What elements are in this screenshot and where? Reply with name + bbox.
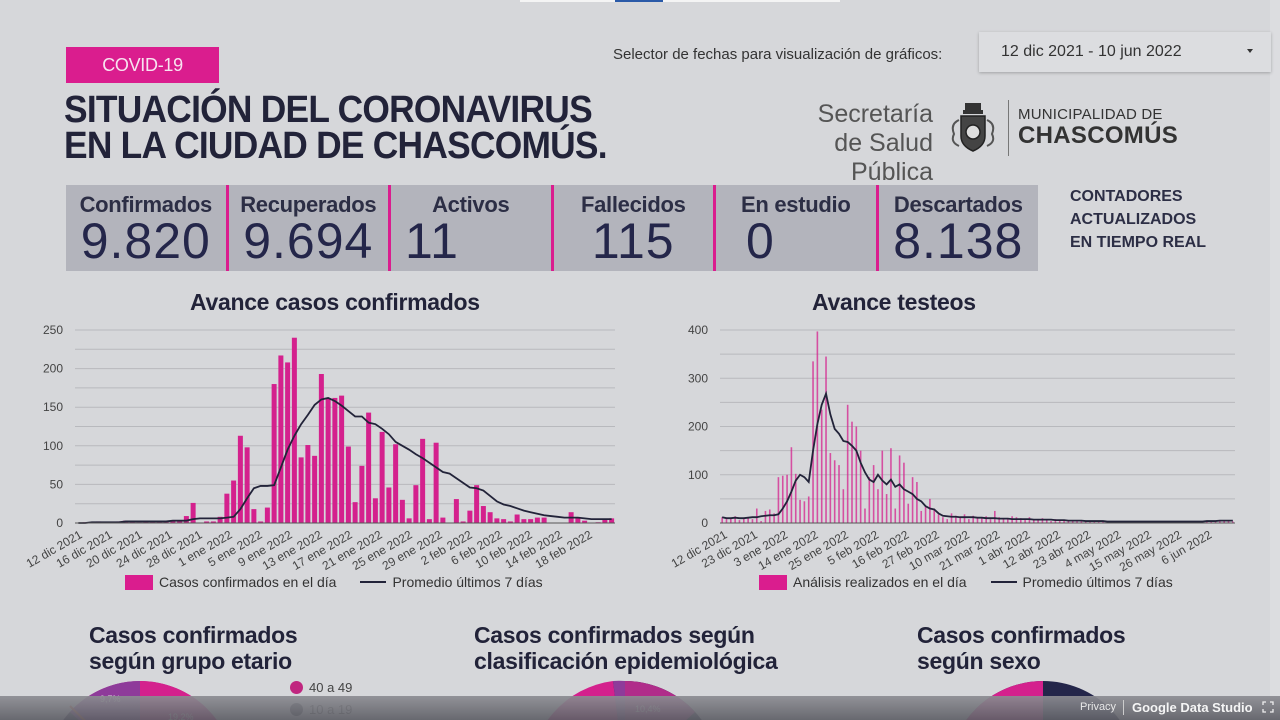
legend-line-label: Promedio últimos 7 días <box>392 574 543 590</box>
svg-text:200: 200 <box>43 362 63 376</box>
counter-value: 11 <box>405 213 459 269</box>
counter-label: Descartados <box>893 192 1023 217</box>
footer-divider <box>1123 700 1124 715</box>
page-title-line2: EN LA CIUDAD DE CHASCOMÚS. <box>64 125 608 167</box>
counter-confirmados: Confirmados 9.820 <box>66 185 226 271</box>
active-page-tab[interactable] <box>615 0 663 2</box>
fullscreen-icon[interactable] <box>1262 701 1274 713</box>
privacy-link[interactable]: Privacy <box>1080 701 1117 713</box>
counter-label: Fallecidos <box>580 192 686 217</box>
date-range-selector[interactable]: 12 dic 2021 - 10 jun 2022 <box>979 32 1271 72</box>
svg-text:100: 100 <box>688 468 708 482</box>
date-selector-label: Selector de fechas para visualización de… <box>613 46 943 63</box>
sex-title-line1: Casos confirmados <box>917 622 1126 648</box>
sex-title: Casos confirmados según sexo <box>917 622 1126 674</box>
counter-fallecidos: Fallecidos 115 <box>550 185 714 271</box>
svg-text:0: 0 <box>701 516 708 530</box>
counter-label: Activos <box>432 192 510 217</box>
svg-text:200: 200 <box>688 420 708 434</box>
counter-activos: Activos 11 <box>388 185 551 271</box>
legend-label: 40 a 49 <box>309 679 353 695</box>
google-data-studio-link[interactable]: Google Data Studio <box>1132 700 1253 715</box>
legend-bar-swatch <box>759 574 787 590</box>
legend-dot <box>290 680 303 694</box>
municipal-crest-icon <box>951 103 995 152</box>
sex-title-line2: según sexo <box>917 648 1041 674</box>
chart-confirmados-legend: Casos confirmados en el día Promedio últ… <box>125 574 543 590</box>
legend-item-40-49[interactable]: 40 a 49 <box>290 676 352 698</box>
svg-text:400: 400 <box>688 323 708 337</box>
chart-testeos-legend: Análisis realizados en el día Promedio ú… <box>759 574 1173 590</box>
svg-text:50: 50 <box>50 477 64 491</box>
counter-value: 115 <box>591 213 675 269</box>
page-title: SITUACIÓN DEL CORONAVIRUS EN LA CIUDAD D… <box>64 89 608 167</box>
logo-divider <box>1008 100 1009 156</box>
age-group-title: Casos confirmados según grupo etario <box>89 622 298 674</box>
secretaria-logo-text: Secretaría de Salud Pública <box>750 100 933 187</box>
chart-testeos-title: Avance testeos <box>812 289 976 315</box>
secretaria-line2: de Salud Pública <box>834 129 933 186</box>
legend-bar-label: Análisis realizados en el día <box>793 574 967 590</box>
municipalidad-logo-text: MUNICIPALIDAD DE CHASCOMÚS <box>1018 106 1178 149</box>
page-title-line1: SITUACIÓN DEL CORONAVIRUS <box>64 89 593 131</box>
svg-text:100: 100 <box>43 439 63 453</box>
counter-value: 9.820 <box>80 213 211 269</box>
age-title-line1: Casos confirmados <box>89 622 298 648</box>
legend-bar-label: Casos confirmados en el día <box>159 574 337 590</box>
counter-value: 0 <box>746 213 775 269</box>
muni-line2: CHASCOMÚS <box>1018 122 1179 149</box>
age-title-line2: según grupo etario <box>89 648 292 674</box>
covid-badge: COVID-19 <box>66 47 219 83</box>
svg-text:150: 150 <box>43 400 63 414</box>
counter-label: Confirmados <box>79 192 213 217</box>
svg-text:0: 0 <box>56 516 63 530</box>
legend-line-label: Promedio últimos 7 días <box>1022 574 1173 590</box>
counter-recuperados: Recuperados 9.694 <box>225 185 389 271</box>
chevron-down-icon <box>1247 49 1253 53</box>
epi-classification-title: Casos confirmados según clasificación ep… <box>474 622 778 674</box>
realtime-line3: EN TIEMPO REAL <box>1070 234 1207 251</box>
legend-line-swatch <box>990 581 1017 583</box>
secretaria-line1: Secretaría <box>817 100 933 128</box>
top-tab-strip <box>520 0 840 2</box>
counter-value: 9.694 <box>243 213 374 269</box>
epi-title-line1: Casos confirmados según <box>474 622 755 648</box>
svg-text:300: 300 <box>688 371 708 385</box>
legend-line-swatch <box>360 581 387 583</box>
counter-en-estudio: En estudio 0 <box>713 185 876 271</box>
counter-label: Recuperados <box>240 192 377 217</box>
date-range-value: 12 dic 2021 - 10 jun 2022 <box>1001 43 1182 60</box>
realtime-line2: ACTUALIZADOS <box>1070 211 1197 228</box>
counter-label: En estudio <box>741 192 851 217</box>
legend-bar-swatch <box>125 574 153 590</box>
counters-bar: Confirmados 9.820 Recuperados 9.694 Acti… <box>66 185 1038 271</box>
counter-value: 8.138 <box>893 213 1024 269</box>
counter-descartados: Descartados 8.138 <box>875 185 1039 271</box>
epi-title-line2: clasificación epidemiológica <box>474 648 778 674</box>
svg-text:250: 250 <box>43 323 63 337</box>
realtime-line1: CONTADORES <box>1070 188 1183 205</box>
scrollbar[interactable] <box>1270 0 1280 696</box>
footer-bar <box>0 696 1280 720</box>
chart-confirmados-title: Avance casos confirmados <box>190 289 480 315</box>
muni-line1: MUNICIPALIDAD DE <box>1018 106 1163 123</box>
realtime-note: CONTADORES ACTUALIZADOS EN TIEMPO REAL <box>1070 185 1206 254</box>
